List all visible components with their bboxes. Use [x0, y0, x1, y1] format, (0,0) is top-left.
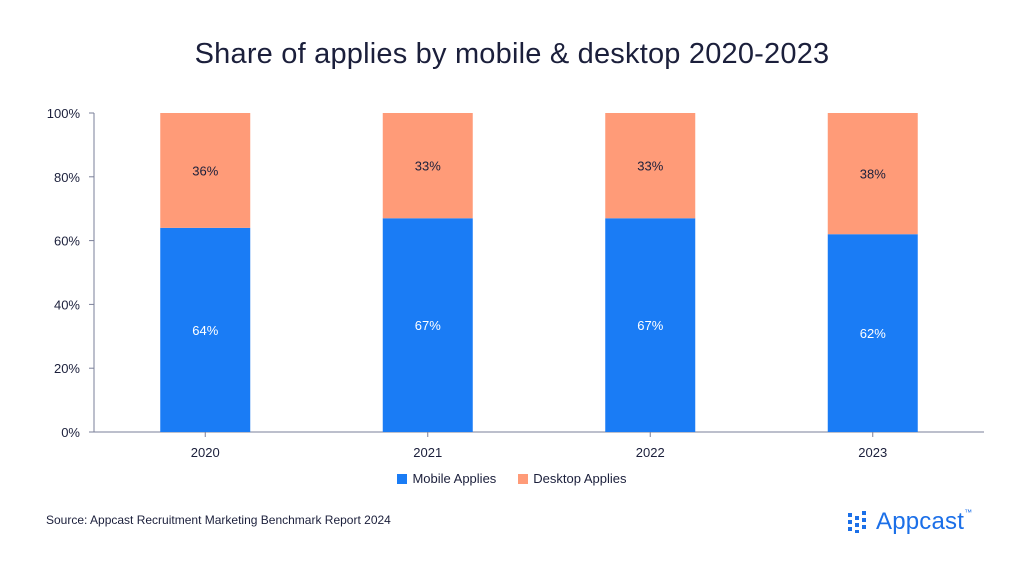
y-tick-label: 100% [47, 106, 81, 121]
legend-label-desktop: Desktop Applies [533, 471, 627, 486]
data-label-desktop-2021: 33% [415, 159, 441, 174]
data-label-mobile-2022: 67% [637, 318, 663, 333]
x-tick-label: 2020 [191, 445, 220, 460]
data-label-mobile-2020: 64% [192, 323, 218, 338]
bar-desktop-2021 [382, 113, 473, 219]
y-tick-label: 20% [54, 361, 80, 376]
y-tick-label: 60% [54, 234, 80, 249]
legend-item-mobile: Mobile Applies [397, 471, 496, 486]
bar-mobile-2020 [160, 227, 251, 432]
appcast-dots-icon [848, 511, 866, 533]
x-tick-label: 2021 [413, 445, 442, 460]
bar-mobile-2023 [827, 234, 918, 432]
bar-mobile-2021 [382, 218, 473, 432]
data-label-mobile-2021: 67% [415, 318, 441, 333]
legend-label-mobile: Mobile Applies [412, 471, 497, 486]
y-tick-label: 80% [54, 170, 80, 185]
bar-desktop-2020 [160, 113, 251, 228]
bar-mobile-2022 [605, 218, 696, 432]
data-label-desktop-2020: 36% [192, 163, 218, 178]
y-tick-label: 40% [54, 297, 80, 312]
bar-desktop-2023 [827, 113, 918, 235]
data-label-mobile-2023: 62% [860, 326, 886, 341]
x-tick-label: 2022 [636, 445, 665, 460]
appcast-logo: Appcast™ [848, 508, 972, 536]
bar-desktop-2022 [605, 113, 696, 219]
source-note: Source: Appcast Recruitment Marketing Be… [46, 513, 391, 527]
data-label-desktop-2023: 38% [860, 167, 886, 182]
data-label-desktop-2022: 33% [637, 159, 663, 174]
y-tick-label: 0% [61, 425, 80, 440]
logo-brand: Appcast [876, 508, 965, 535]
legend: Mobile Applies Desktop Applies [0, 471, 1024, 486]
legend-item-desktop: Desktop Applies [518, 471, 627, 486]
logo-text: Appcast™ [876, 508, 972, 536]
chart-title: Share of applies by mobile & desktop 202… [194, 38, 830, 70]
legend-swatch-mobile [397, 473, 408, 484]
legend-swatch-desktop [518, 473, 529, 484]
x-tick-label: 2023 [858, 445, 887, 460]
logo-trademark: ™ [964, 508, 973, 517]
